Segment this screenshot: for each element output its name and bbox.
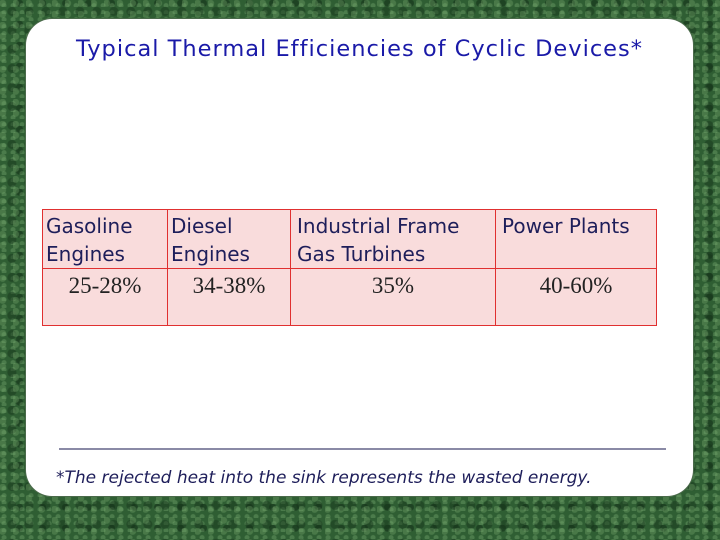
slide-panel: Typical Thermal Efficiencies of Cyclic D…: [26, 19, 693, 496]
table-header-row: Gasoline Engines Diesel Engines Industri…: [42, 209, 657, 269]
value-gas-turbines: 35%: [371, 273, 415, 298]
header-diesel-line2: Engines: [171, 242, 250, 266]
slide-title: Typical Thermal Efficiencies of Cyclic D…: [75, 36, 644, 62]
value-diesel: 34-38%: [192, 273, 266, 298]
footnote: *The rejected heat into the sink represe…: [56, 468, 592, 488]
header-cell-diesel: Diesel Engines: [167, 209, 291, 269]
header-turbines-line1: Industrial Frame: [297, 214, 460, 238]
value-gasoline: 25-28%: [68, 273, 142, 298]
footnote-divider: [59, 448, 666, 450]
header-cell-gasoline: Gasoline Engines: [42, 209, 168, 269]
header-turbines-line2: Gas Turbines: [297, 242, 426, 266]
header-cell-power-plants: Power Plants: [495, 209, 657, 269]
header-power-line1: Power Plants: [502, 214, 630, 238]
header-gasoline-line1: Gasoline: [46, 214, 133, 238]
value-cell-gas-turbines: 35%: [290, 268, 496, 326]
value-cell-gasoline: 25-28%: [42, 268, 168, 326]
table-value-row: 25-28% 34-38% 35% 40-60%: [42, 268, 657, 326]
value-power-plants: 40-60%: [539, 273, 613, 298]
header-gasoline-line2: Engines: [46, 242, 125, 266]
header-cell-gas-turbines: Industrial Frame Gas Turbines: [290, 209, 496, 269]
efficiency-table: Gasoline Engines Diesel Engines Industri…: [42, 209, 657, 326]
value-cell-diesel: 34-38%: [167, 268, 291, 326]
header-diesel-line1: Diesel: [171, 214, 233, 238]
value-cell-power-plants: 40-60%: [495, 268, 657, 326]
